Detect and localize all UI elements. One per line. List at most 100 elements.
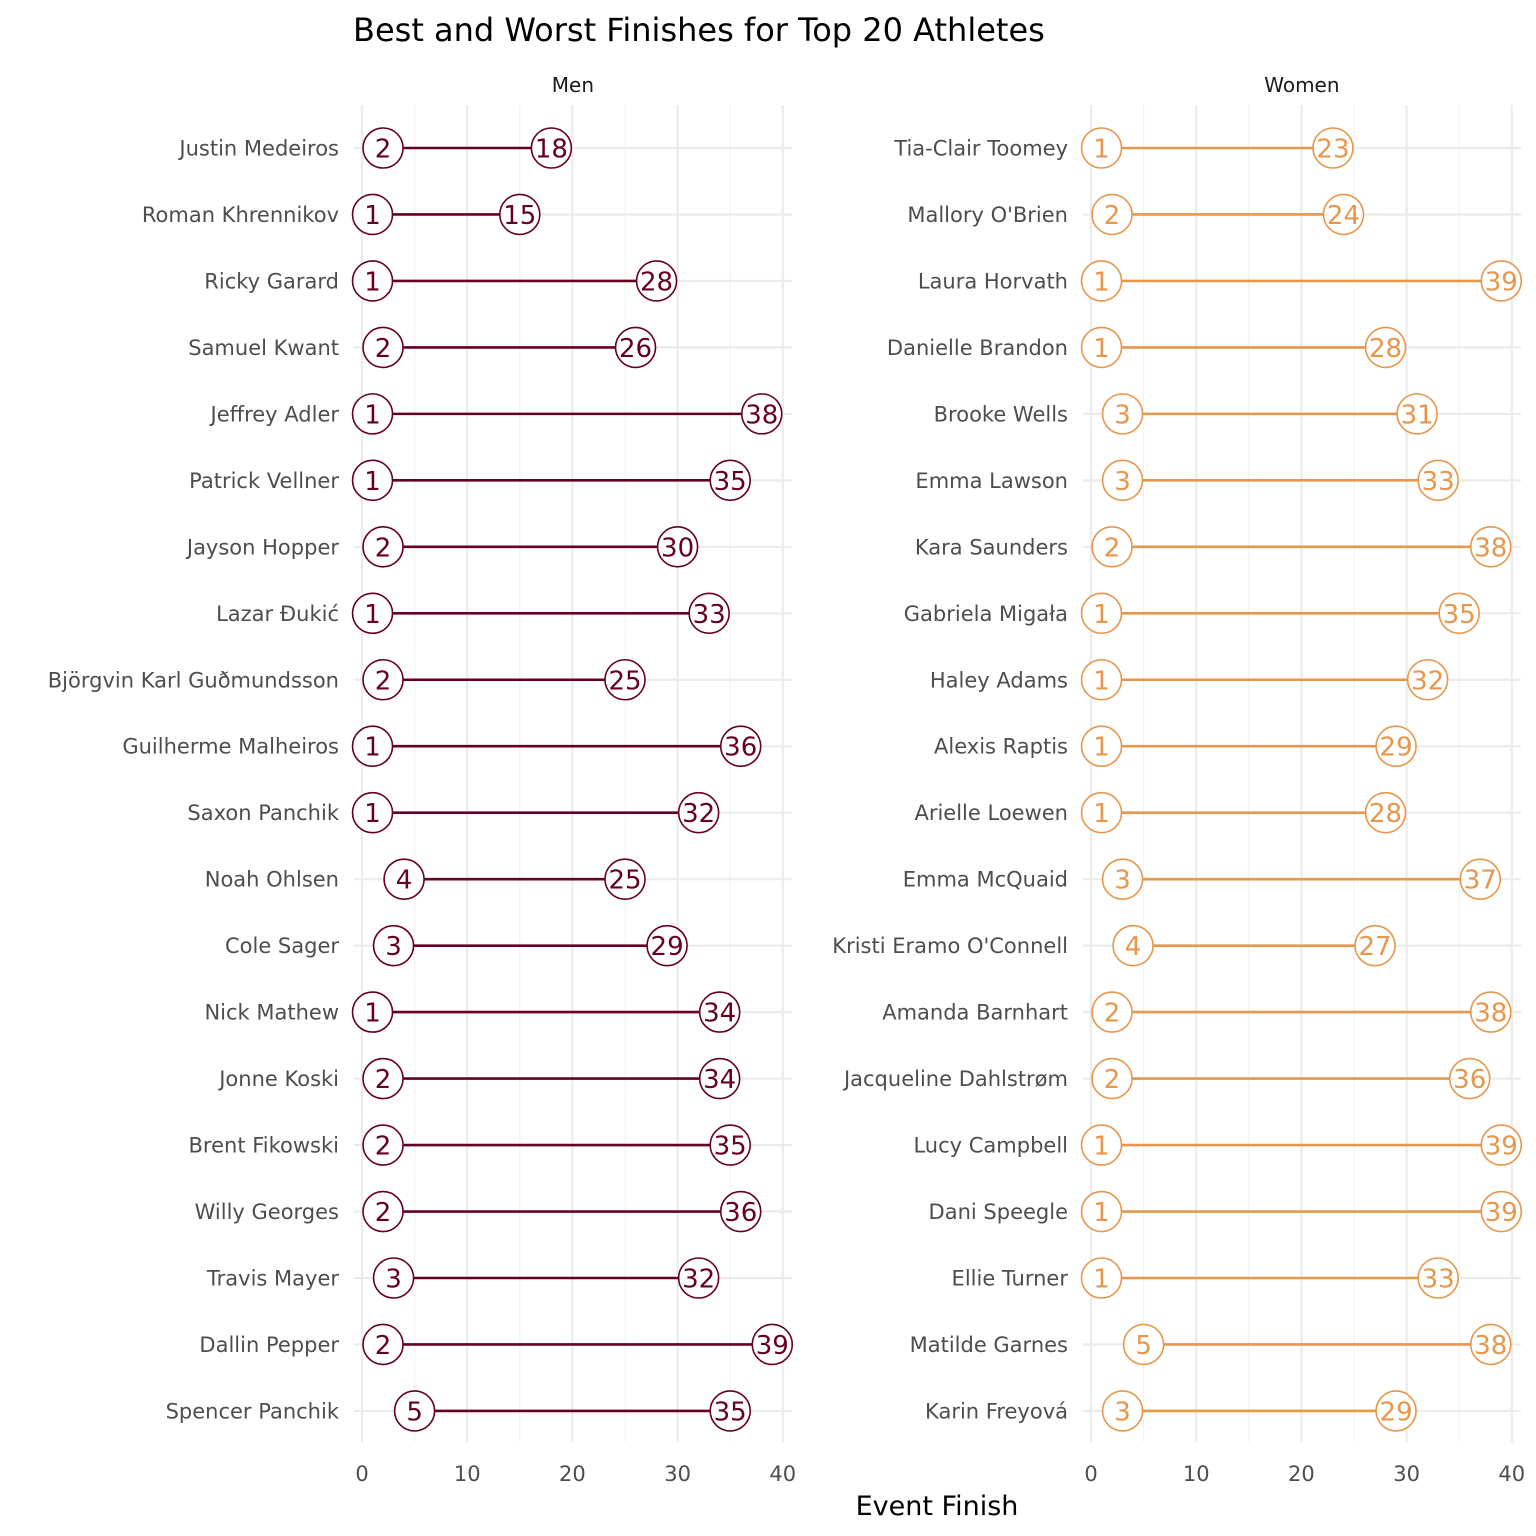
best-finish-label: 1 <box>364 999 381 1029</box>
best-finish-point <box>1080 260 1123 302</box>
worst-finish-point <box>1438 592 1480 635</box>
worst-finish-point <box>698 1057 741 1100</box>
best-finish-point <box>1101 1390 1144 1432</box>
x-tick-label: 20 <box>1288 1462 1315 1486</box>
best-finish-point <box>362 1323 404 1366</box>
best-finish-point <box>1080 1190 1123 1233</box>
worst-finish-point <box>604 658 646 701</box>
worst-finish-point <box>530 127 573 169</box>
worst-finish-point <box>1469 991 1512 1033</box>
athlete-row: Noah Ohlsen 4 25 <box>205 858 792 900</box>
athlete-name-label: Samuel Kwant <box>188 336 339 360</box>
worst-finish-point <box>1406 658 1449 701</box>
worst-finish-point <box>1417 1257 1459 1299</box>
best-finish-label: 2 <box>375 1198 392 1228</box>
athlete-name-label: Tia-Clair Toomey <box>893 137 1068 161</box>
chart-title: Best and Worst Finishes for Top 20 Athle… <box>353 11 1045 49</box>
worst-finish-label: 18 <box>535 135 568 165</box>
best-finish-point <box>1091 991 1133 1033</box>
best-finish-point <box>1101 459 1144 502</box>
athlete-row: Cole Sager 3 29 <box>225 924 792 967</box>
best-finish-label: 2 <box>375 1132 392 1162</box>
athlete-name-label: Ellie Turner <box>952 1266 1069 1290</box>
athlete-name-label: Noah Ohlsen <box>205 868 339 892</box>
athlete-name-label: Spencer Panchik <box>166 1399 340 1423</box>
athlete-row: Ricky Garard 1 28 <box>204 260 792 302</box>
worst-finish-label: 34 <box>703 1065 736 1095</box>
best-finish-point <box>1091 526 1133 568</box>
athlete-row: Nick Mathew 1 34 <box>204 991 792 1033</box>
worst-finish-point <box>1364 791 1407 834</box>
worst-finish-point <box>709 1390 752 1432</box>
best-finish-point <box>1091 1057 1133 1100</box>
best-finish-point <box>362 127 404 169</box>
best-finish-label: 5 <box>1135 1331 1152 1361</box>
athlete-row: Patrick Vellner 1 35 <box>189 459 792 502</box>
best-finish-point <box>362 1057 404 1100</box>
best-finish-point <box>1101 393 1144 435</box>
athlete-row: Dani Speegle 1 39 <box>929 1190 1523 1233</box>
athlete-name-label: Gabriela Migała <box>904 602 1068 626</box>
best-finish-label: 2 <box>1104 201 1121 231</box>
best-finish-point <box>362 1190 404 1233</box>
athlete-name-label: Jeffrey Adler <box>209 402 340 426</box>
best-finish-point <box>362 326 404 369</box>
panel-men: Men 0 10 20 30 40 Justin Medeiros 2 18 Roman Khre… <box>48 73 796 1486</box>
worst-finish-label: 24 <box>1327 201 1360 231</box>
worst-finish-label: 27 <box>1358 932 1391 962</box>
best-finish-label: 1 <box>1093 267 1110 297</box>
best-finish-label: 3 <box>1114 400 1131 430</box>
athlete-name-label: Jayson Hopper <box>185 535 339 559</box>
athlete-row: Kara Saunders 2 38 <box>915 526 1521 568</box>
x-tick-label: 0 <box>355 1462 368 1486</box>
athlete-row: Jonne Koski 2 34 <box>217 1057 792 1100</box>
worst-finish-point <box>709 1124 752 1166</box>
best-finish-point <box>351 193 394 236</box>
best-finish-label: 1 <box>364 799 381 829</box>
best-finish-label: 1 <box>1093 733 1110 763</box>
athlete-name-label: Kara Saunders <box>915 535 1068 559</box>
x-tick-label: 40 <box>1498 1462 1525 1486</box>
worst-finish-label: 15 <box>503 201 536 231</box>
best-finish-point <box>1112 924 1154 967</box>
athlete-row: Samuel Kwant 2 26 <box>188 326 792 369</box>
athlete-name-label: Kristi Eramo O'Connell <box>832 934 1068 958</box>
best-finish-label: 1 <box>1093 1132 1110 1162</box>
athlete-name-label: Emma McQuaid <box>903 868 1068 892</box>
worst-finish-label: 35 <box>714 1397 747 1427</box>
athlete-row: Arielle Loewen 1 28 <box>914 791 1521 834</box>
athlete-name-label: Karin Freyová <box>925 1399 1068 1423</box>
panel-strip-title: Men <box>552 73 594 97</box>
worst-finish-point <box>1480 260 1523 302</box>
athlete-row: Roman Khrennikov 1 15 <box>142 193 792 236</box>
athlete-name-label: Mallory O'Brien <box>907 203 1068 227</box>
best-finish-point <box>1122 1323 1165 1366</box>
athlete-name-label: Saxon Panchik <box>187 801 339 825</box>
worst-finish-point <box>1364 326 1407 369</box>
worst-finish-point <box>646 924 688 967</box>
athlete-name-label: Willy Georges <box>195 1200 339 1224</box>
x-tick-label: 30 <box>664 1462 691 1486</box>
worst-finish-label: 32 <box>682 1264 715 1294</box>
worst-finish-label: 38 <box>1474 999 1507 1029</box>
athlete-name-label: Emma Lawson <box>915 469 1068 493</box>
x-tick-label: 10 <box>1183 1462 1210 1486</box>
athlete-row: Justin Medeiros 2 18 <box>177 127 792 169</box>
worst-finish-label: 36 <box>1453 1065 1486 1095</box>
worst-finish-label: 29 <box>1380 733 1413 763</box>
worst-finish-label: 38 <box>1474 533 1507 563</box>
worst-finish-point <box>1480 1190 1523 1233</box>
worst-finish-label: 33 <box>1422 1264 1455 1294</box>
best-finish-label: 2 <box>375 135 392 165</box>
x-tick-label: 40 <box>769 1462 796 1486</box>
worst-finish-label: 23 <box>1316 135 1349 165</box>
worst-finish-label: 35 <box>1443 600 1476 630</box>
athlete-row: Brent Fikowski 2 35 <box>189 1124 792 1166</box>
best-finish-label: 4 <box>396 866 413 896</box>
athlete-name-label: Nick Mathew <box>204 1001 339 1025</box>
best-finish-label: 1 <box>1093 334 1110 364</box>
best-finish-label: 1 <box>1093 666 1110 696</box>
best-finish-label: 3 <box>385 1264 402 1294</box>
athlete-row: Alexis Raptis 1 29 <box>934 725 1521 768</box>
